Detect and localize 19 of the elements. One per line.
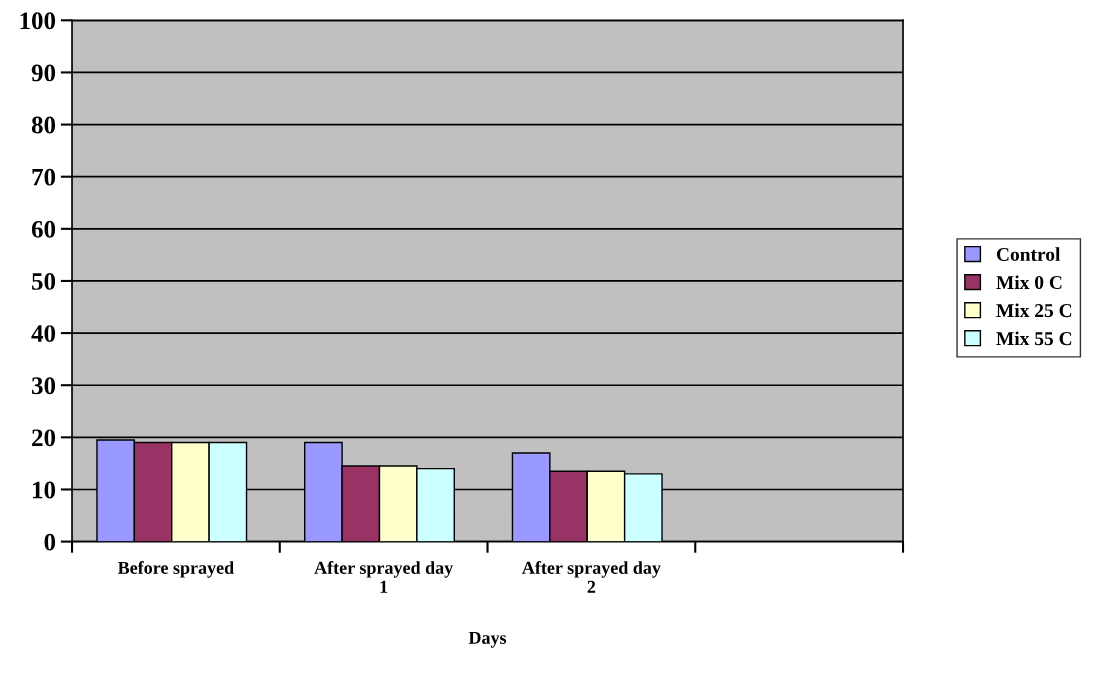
y-tick-label: 70 — [32, 168, 56, 186]
x-axis-title: Days — [468, 631, 507, 648]
y-tick-label: 0 — [44, 533, 56, 551]
x-tick-label: After sprayed day 1 — [314, 561, 454, 593]
y-tick-label: 80 — [31, 116, 56, 134]
y-tick-label: 30 — [31, 377, 56, 395]
x-tick-label: Before sprayed — [117, 561, 234, 578]
legend-label: Control — [996, 247, 1061, 262]
legend-label: Mix 0 C — [996, 275, 1062, 290]
y-tick-label: 10 — [33, 481, 56, 499]
x-tick-label: After sprayed day 2 — [522, 561, 661, 593]
legend-label: Mix 55 C — [996, 331, 1072, 346]
y-tick-label: 50 — [32, 273, 56, 290]
y-tick-label: 100 — [20, 12, 56, 30]
y-tick-label: 60 — [31, 220, 56, 238]
y-tick-label: 20 — [32, 429, 56, 447]
y-tick-label: 90 — [31, 64, 56, 82]
legend-label: Mix 25 C — [996, 303, 1072, 318]
y-tick-label: 40 — [31, 325, 56, 342]
